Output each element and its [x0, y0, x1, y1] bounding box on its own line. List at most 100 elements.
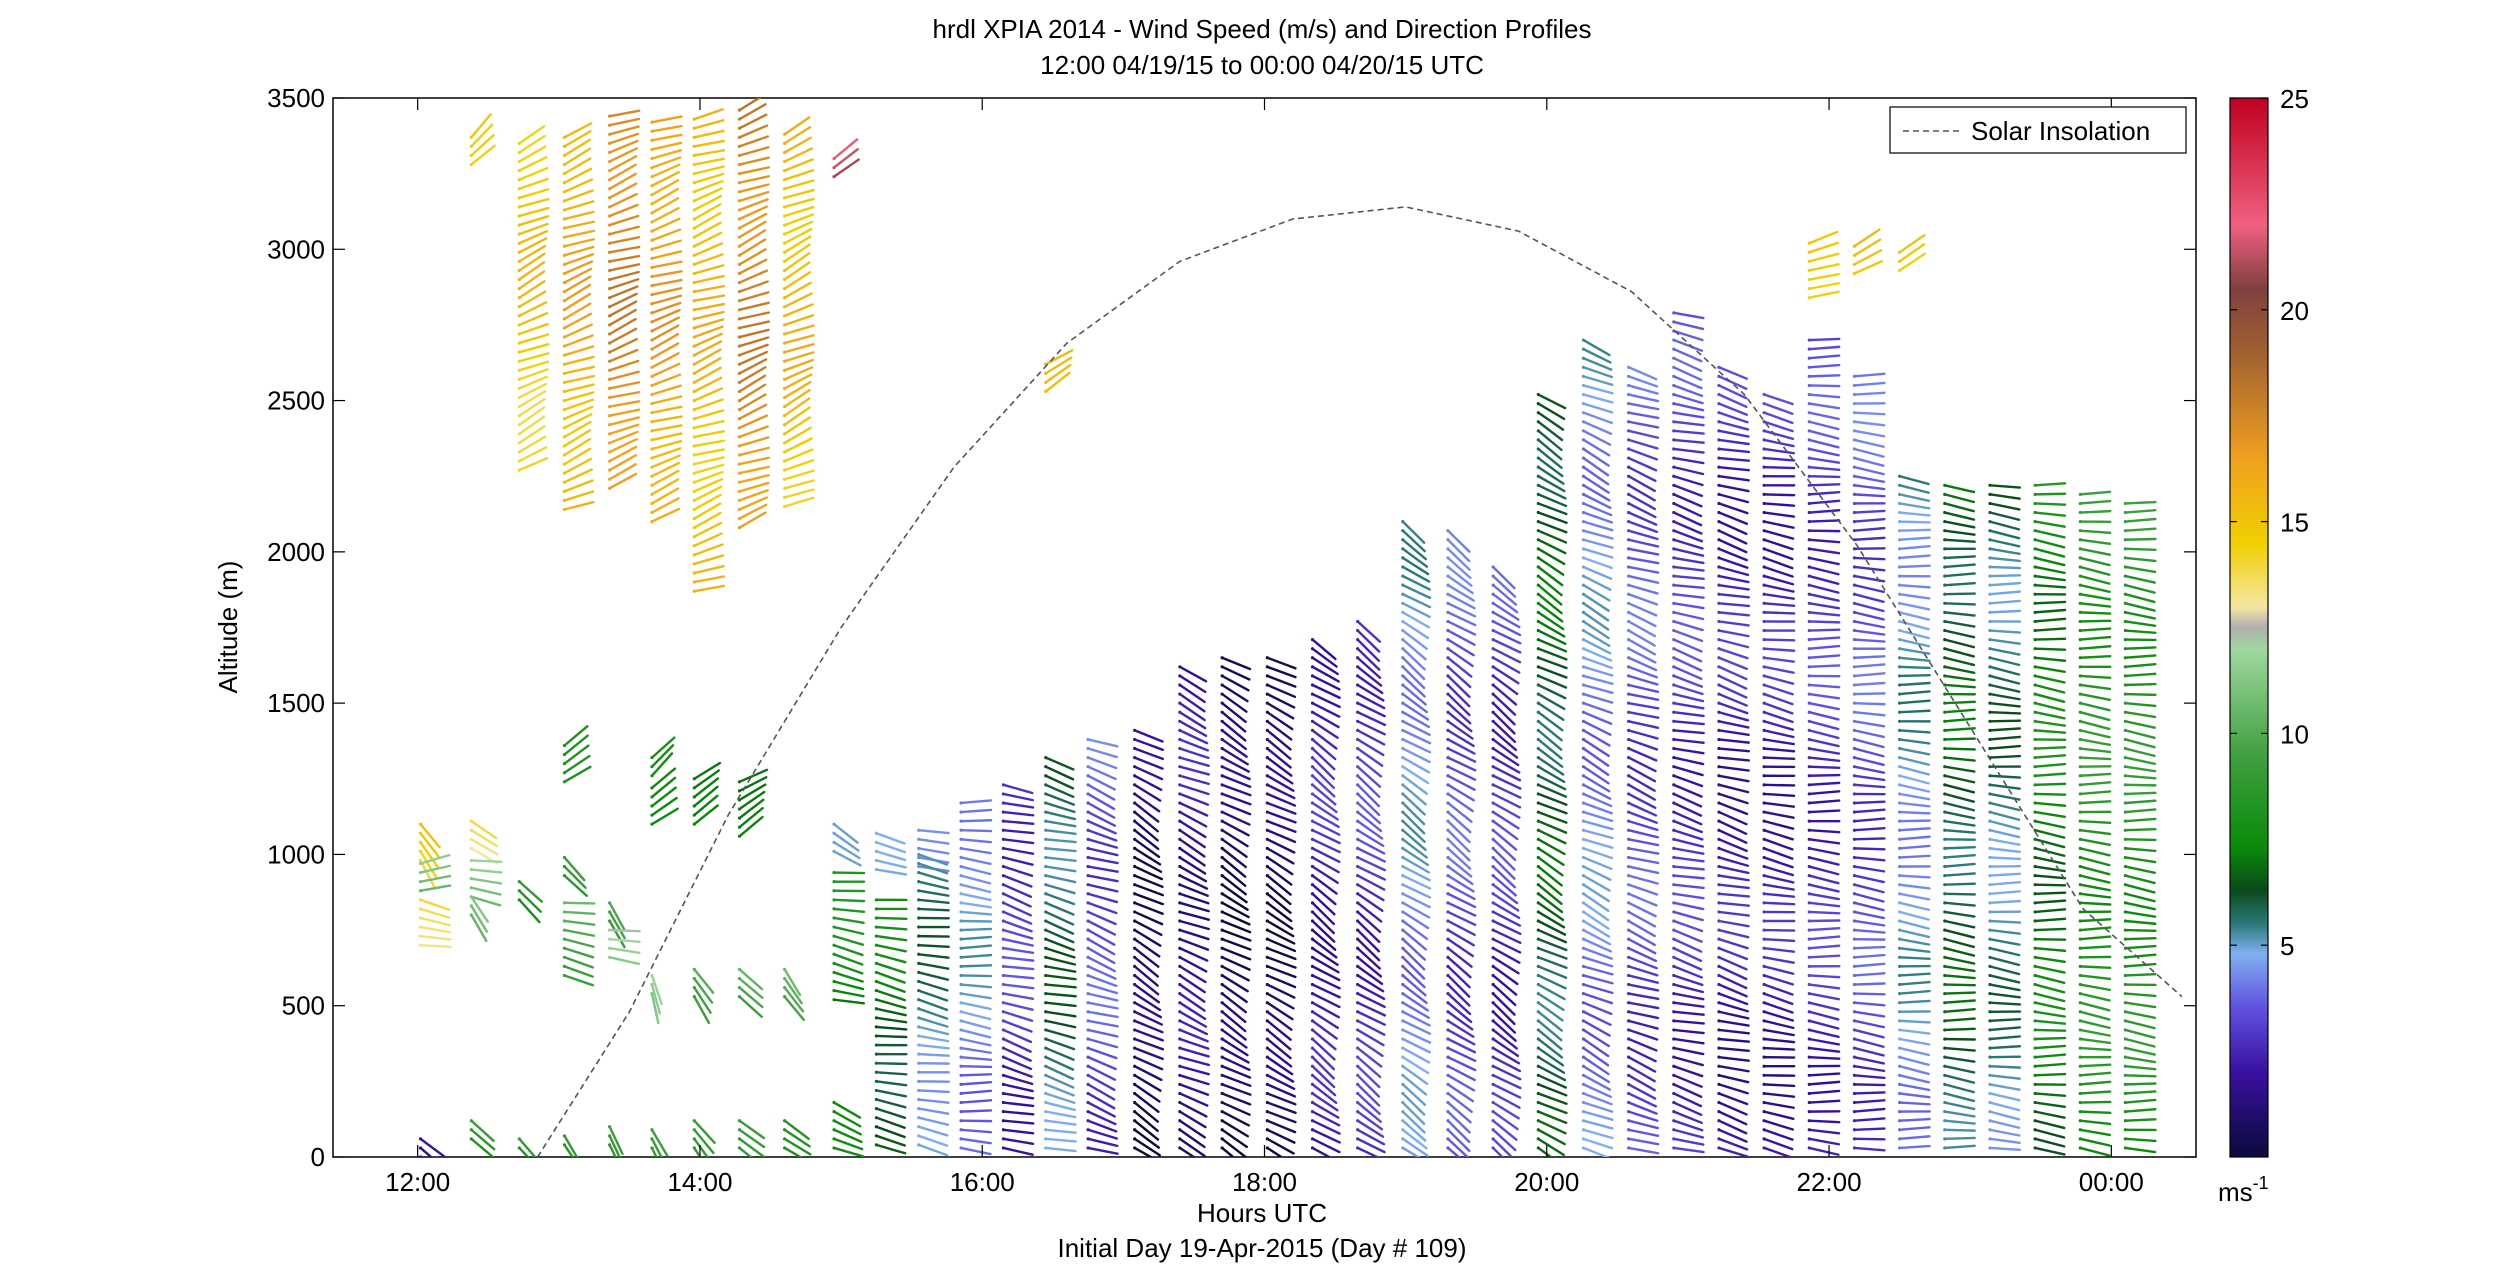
wind-barb — [1762, 901, 1796, 906]
wind-barb-dot — [1943, 992, 1947, 996]
wind-barb — [693, 419, 725, 430]
wind-barb — [563, 437, 592, 457]
wind-barb — [1537, 620, 1566, 638]
wind-barb-dot — [1852, 765, 1857, 769]
wind-barb-dot — [1852, 710, 1857, 714]
wind-barb-dot — [1898, 628, 1902, 633]
wind-barb — [1672, 711, 1705, 718]
wind-barb — [1446, 1146, 1461, 1157]
wind-barb — [693, 511, 722, 529]
wind-barb-dot — [1446, 1091, 1450, 1096]
wind-barb — [1808, 683, 1841, 689]
wind-barb-dot — [1717, 1064, 1721, 1068]
wind-barb-dot — [692, 453, 696, 457]
wind-barb-dot — [1310, 819, 1315, 823]
wind-barb — [2033, 1044, 2067, 1050]
wind-barb-dot — [2123, 619, 2128, 624]
wind-barb — [1672, 720, 1705, 726]
wind-barb — [1762, 1119, 1795, 1131]
wind-barb-dot — [1265, 674, 1269, 678]
wind-barb — [738, 383, 767, 402]
wind-barb-dot — [1310, 783, 1315, 787]
wind-barb-dot — [650, 756, 654, 760]
wind-barb — [1178, 801, 1209, 817]
wind-barb — [1446, 602, 1477, 618]
wind-barb-dot — [1627, 901, 1631, 905]
wind-barb-dot — [1852, 855, 1857, 860]
wind-barb-dot — [1672, 982, 1676, 987]
wind-barb — [1537, 747, 1564, 768]
wind-barb-dot — [1717, 438, 1721, 442]
wind-barb — [1086, 1110, 1117, 1126]
wind-barb — [1943, 717, 1976, 723]
wind-barb — [419, 864, 451, 874]
wind-barb-dot — [1536, 492, 1540, 496]
wind-barb — [1582, 484, 1611, 502]
wind-barb — [1808, 1055, 1841, 1060]
wind-barb-dot — [1001, 1128, 1005, 1132]
wind-barb-dot — [1001, 1082, 1005, 1086]
wind-barb-dot — [692, 217, 696, 221]
wind-barb — [1537, 874, 1563, 897]
profile-segment — [517, 1137, 537, 1157]
wind-barb-dot — [1220, 737, 1224, 742]
wind-barb-dot — [1672, 674, 1676, 678]
wind-barb-dot — [737, 344, 742, 348]
wind-barb — [1356, 838, 1386, 855]
wind-barb-dot — [608, 928, 612, 932]
wind-barb-dot — [1627, 756, 1631, 760]
wind-barb — [875, 850, 907, 862]
wind-barb-dot — [2033, 483, 2037, 487]
wind-barb — [1266, 992, 1295, 1010]
wind-barb-dot — [832, 165, 836, 170]
wind-barb — [2033, 917, 2067, 923]
wind-barb — [1672, 838, 1705, 848]
wind-barb — [1762, 1146, 1794, 1157]
wind-barb-dot — [783, 250, 787, 254]
wind-barb-dot — [1898, 928, 1902, 932]
wind-barb-dot — [1988, 529, 1992, 533]
wind-barb-dot — [692, 535, 696, 539]
wind-barb-dot — [2078, 1001, 2082, 1005]
wind-barb-dot — [1001, 855, 1005, 860]
wind-barb-dot — [783, 223, 787, 227]
wind-barb-dot — [469, 895, 473, 899]
wind-barb-dot — [2033, 1082, 2037, 1086]
wind-barb-dot — [1086, 1082, 1090, 1086]
wind-barb — [959, 1028, 992, 1039]
wind-barb-dot — [917, 1106, 921, 1111]
wind-barb-dot — [1178, 1119, 1182, 1123]
wind-barb — [1717, 366, 1748, 380]
wind-barb — [1717, 783, 1750, 794]
wind-barb — [1582, 375, 1614, 387]
wind-barb — [1446, 892, 1477, 909]
wind-barb-dot — [1898, 601, 1902, 605]
wind-barb-dot — [1672, 510, 1676, 515]
wind-barb-dot — [737, 453, 742, 457]
wind-barb-dot — [1356, 837, 1360, 841]
wind-barb — [1220, 720, 1247, 742]
wind-barb-dot — [959, 955, 963, 959]
wind-barb — [1537, 792, 1568, 806]
wind-barb — [1401, 1146, 1421, 1157]
wind-barb-dot — [1943, 547, 1947, 551]
wind-barb — [1537, 638, 1568, 653]
wind-barb — [693, 977, 714, 1004]
wind-barb-dot — [1988, 628, 1992, 633]
wind-barb-dot — [1988, 710, 1992, 714]
wind-barb — [1717, 1092, 1749, 1106]
wind-barb — [1943, 756, 1976, 762]
wind-barb — [1808, 620, 1841, 624]
wind-barb — [1178, 856, 1207, 875]
wind-barb-dot — [1536, 883, 1540, 887]
wind-barb-dot — [1988, 992, 1992, 996]
wind-barb-dot — [1491, 937, 1495, 941]
wind-barb — [1898, 901, 1930, 912]
wind-barb — [1311, 711, 1340, 729]
wind-barb — [1808, 865, 1840, 876]
wind-barb — [1537, 1001, 1564, 1022]
wind-barb-dot — [783, 196, 787, 200]
wind-barb — [959, 1081, 993, 1086]
wind-barb — [563, 447, 592, 466]
wind-barb-dot — [1988, 1028, 1992, 1032]
